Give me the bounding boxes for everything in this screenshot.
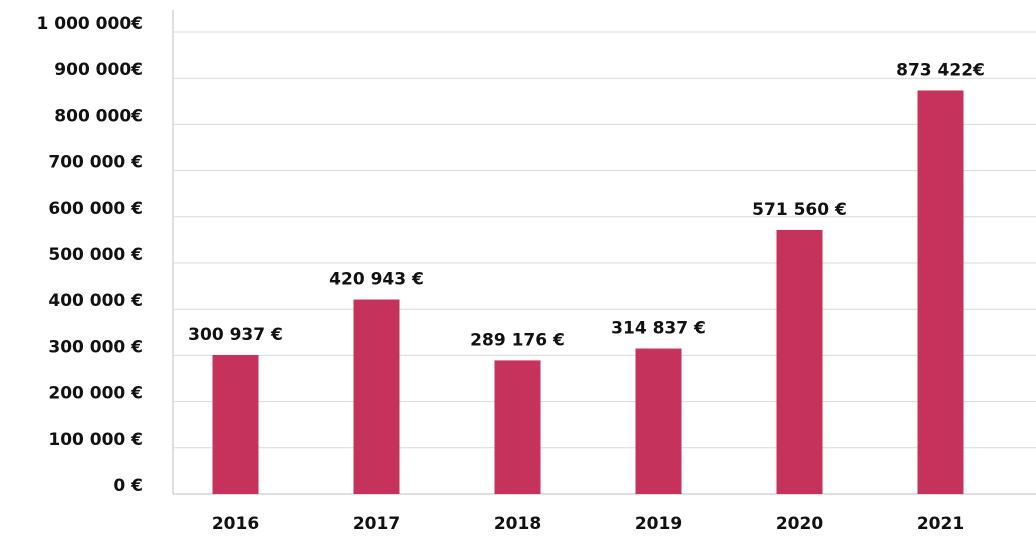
bar (635, 348, 682, 494)
y-tick-label: 700 000 € (48, 153, 143, 173)
y-tick-label: 400 000 € (48, 291, 143, 311)
y-tick-label: 800 000€ (54, 106, 143, 126)
data-label: 289 176 € (470, 330, 565, 350)
y-tick-label: 200 000 € (48, 384, 143, 404)
bar (494, 360, 541, 494)
y-tick-label: 300 000 € (48, 337, 143, 357)
y-tick-label: 500 000 € (48, 245, 143, 265)
y-tick-label: 1 000 000€ (37, 14, 143, 34)
x-tick-label: 2017 (353, 514, 400, 534)
data-label: 571 560 € (752, 200, 847, 220)
bar (212, 354, 259, 494)
y-tick-label: 0 € (113, 476, 143, 496)
data-label: 314 837 € (611, 319, 706, 339)
bar (776, 229, 823, 495)
x-tick-label: 2021 (917, 514, 964, 534)
x-tick-label: 2019 (635, 514, 682, 534)
bar (353, 299, 400, 494)
x-tick-label: 2016 (212, 514, 259, 534)
data-label: 420 943 € (329, 270, 424, 290)
y-tick-label: 100 000 € (48, 430, 143, 450)
data-label: 300 937 € (188, 325, 283, 345)
y-tick-label: 900 000€ (54, 60, 143, 80)
bar (917, 90, 964, 494)
x-tick-label: 2018 (494, 514, 541, 534)
x-tick-label: 2020 (776, 514, 823, 534)
y-tick-label: 600 000 € (48, 199, 143, 219)
data-label: 873 422€ (896, 60, 985, 80)
